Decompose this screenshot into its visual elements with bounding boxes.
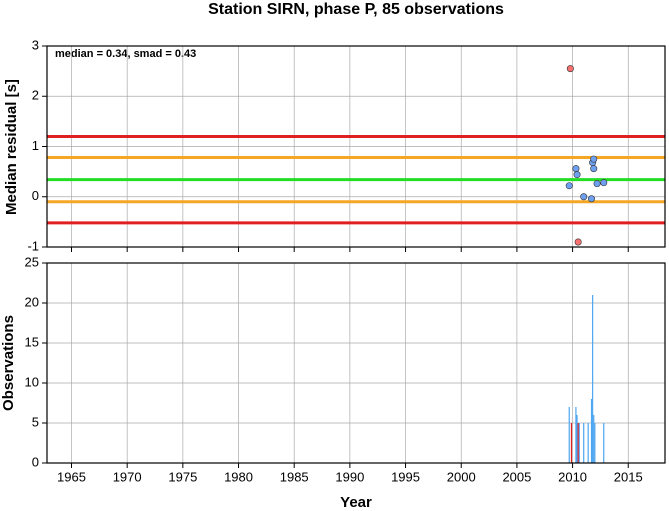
bar [575,407,577,463]
bar [587,423,589,463]
x-axis-title: Year [340,494,372,511]
x-tick-label: 2000 [447,469,476,484]
y-tick-label: 5 [32,414,39,429]
y-axis-title: Median residual [s] [3,79,20,215]
y-tick-label: 0 [32,454,39,469]
point [590,165,598,173]
x-tick-label: 1980 [224,469,253,484]
x-tick-label: 1965 [57,469,86,484]
point [566,65,574,73]
y-tick-label: -1 [27,238,39,253]
x-tick-label: 1995 [391,469,420,484]
x-tick-label: 1975 [168,469,197,484]
bar [593,415,595,463]
bar [592,295,594,463]
bar [594,423,596,463]
x-tick-label: 2005 [502,469,531,484]
y-tick-label: 3 [32,37,39,52]
bar [577,423,579,463]
plot-frame [46,262,666,464]
point [590,155,598,163]
chart-title: Station SIRN, phase P, 85 observations [208,1,504,18]
bar [590,399,593,463]
y-tick-label: 15 [25,334,39,349]
annotation: median = 0.34, smad = 0.43 [55,48,196,60]
point [580,193,588,201]
point [574,238,582,246]
y-tick-label: 25 [25,254,39,269]
point [573,171,581,179]
point [593,180,601,188]
bar [576,415,578,463]
x-tick-label: 1990 [335,469,364,484]
y-tick-label: 0 [32,188,39,203]
point [588,195,596,203]
y-tick-label: 1 [32,138,39,153]
y-tick-label: 10 [25,374,39,389]
x-tick-label: 2010 [558,469,587,484]
bar [570,423,573,463]
bar [603,423,605,463]
y-axis-title: Observations [0,315,17,411]
y-tick-label: 2 [32,88,39,103]
point [565,182,573,190]
bar [583,423,585,463]
x-tick-label: 2015 [614,469,643,484]
plot-frame [46,45,666,248]
y-tick-label: 20 [25,294,39,309]
bar [568,407,570,463]
x-tick-label: 1985 [280,469,309,484]
point [572,165,580,173]
bar [578,423,580,463]
point [600,179,608,187]
x-tick-label: 1970 [113,469,142,484]
